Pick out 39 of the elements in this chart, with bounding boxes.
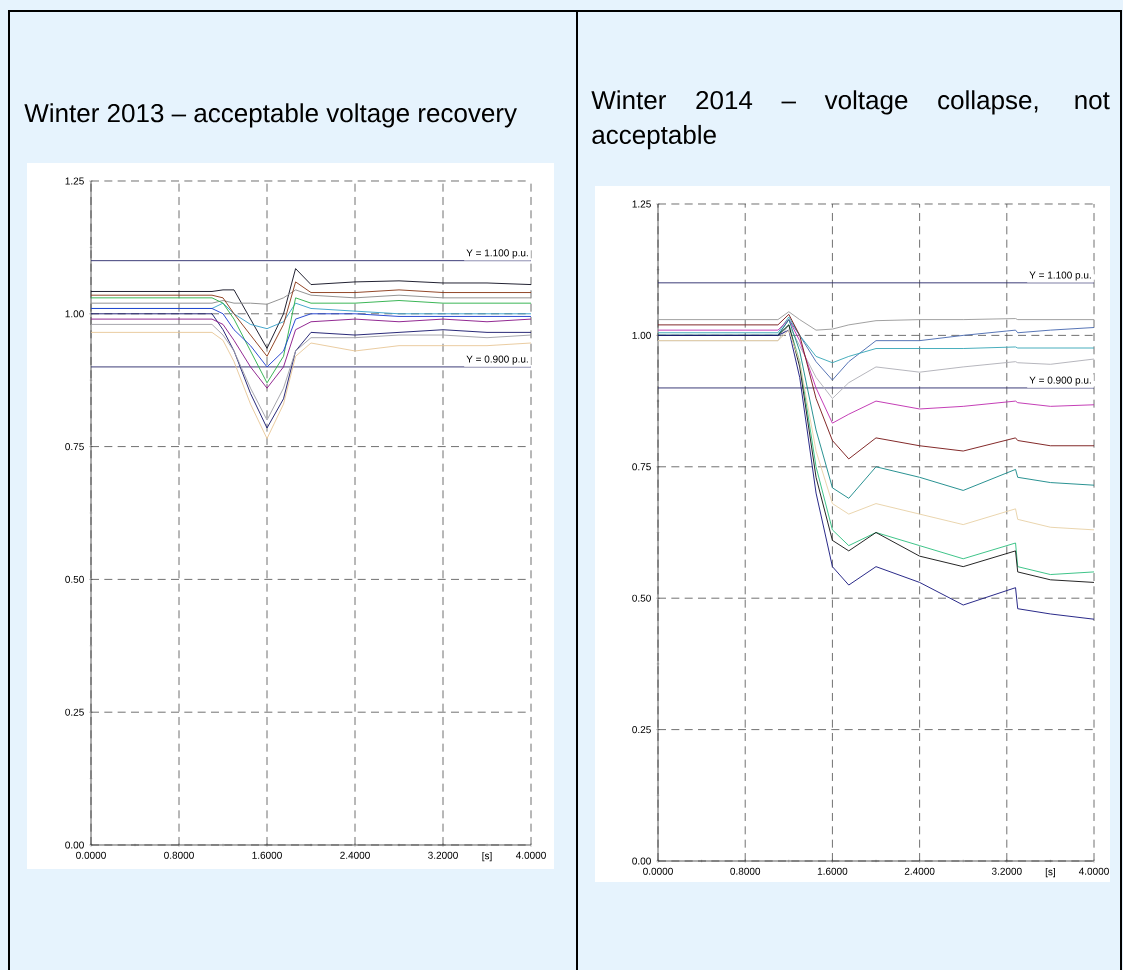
x-tick-label: 0.8000 — [730, 867, 761, 875]
chart-title: Winter 2014 – voltage collapse, not acceptable — [591, 90, 1110, 150]
y-tick-label: 0.00 — [65, 841, 84, 849]
y-tick-label: 1.00 — [65, 310, 84, 318]
y-tick-label: 1.25 — [632, 200, 651, 208]
x-tick-label: 4.0000 — [1078, 867, 1109, 875]
x-tick-label: 4.0000 — [515, 851, 546, 859]
x-axis-title: [s] — [482, 851, 492, 862]
y-tick-label: 1.00 — [632, 331, 651, 339]
line-series — [657, 313, 1095, 460]
chart-title: Winter 2013 – acceptable voltage recovery — [24, 103, 517, 128]
ref-line-label: Y = 1.100 p.u. — [466, 249, 528, 259]
x-tick-label: 3.2000 — [428, 851, 458, 859]
line-series — [657, 329, 1095, 531]
line-series — [90, 268, 532, 349]
y-tick-label: 0.50 — [65, 575, 84, 583]
ref-line-label: Y = 0.900 p.u. — [1029, 376, 1091, 386]
x-tick-label: 2.4000 — [340, 851, 370, 859]
x-tick-label: 0.0000 — [643, 867, 673, 875]
x-tick-label: 1.6000 — [817, 867, 848, 875]
ref-line-label: Y = 1.100 p.u. — [1029, 271, 1091, 281]
line-series — [90, 318, 532, 389]
x-tick-label: 2.4000 — [904, 867, 935, 875]
y-tick-label: 1.25 — [65, 177, 84, 185]
x-axis-title: [s] — [1045, 867, 1055, 878]
y-tick-label: 0.25 — [632, 726, 651, 734]
y-tick-label: 0.75 — [65, 443, 84, 451]
y-tick-label: 0.75 — [632, 463, 651, 471]
x-tick-label: 3.2000 — [991, 867, 1022, 875]
y-tick-label: 0.00 — [632, 857, 651, 865]
ref-line-label: Y = 0.900 p.u. — [466, 355, 528, 365]
x-tick-label: 0.8000 — [164, 851, 194, 859]
line-series — [90, 323, 532, 421]
line-series — [90, 313, 532, 429]
y-tick-label: 0.50 — [632, 594, 651, 602]
y-tick-label: 0.25 — [65, 708, 84, 716]
x-tick-label: 1.6000 — [252, 851, 282, 859]
x-tick-label: 0.0000 — [76, 851, 106, 859]
line-series — [657, 319, 1095, 424]
